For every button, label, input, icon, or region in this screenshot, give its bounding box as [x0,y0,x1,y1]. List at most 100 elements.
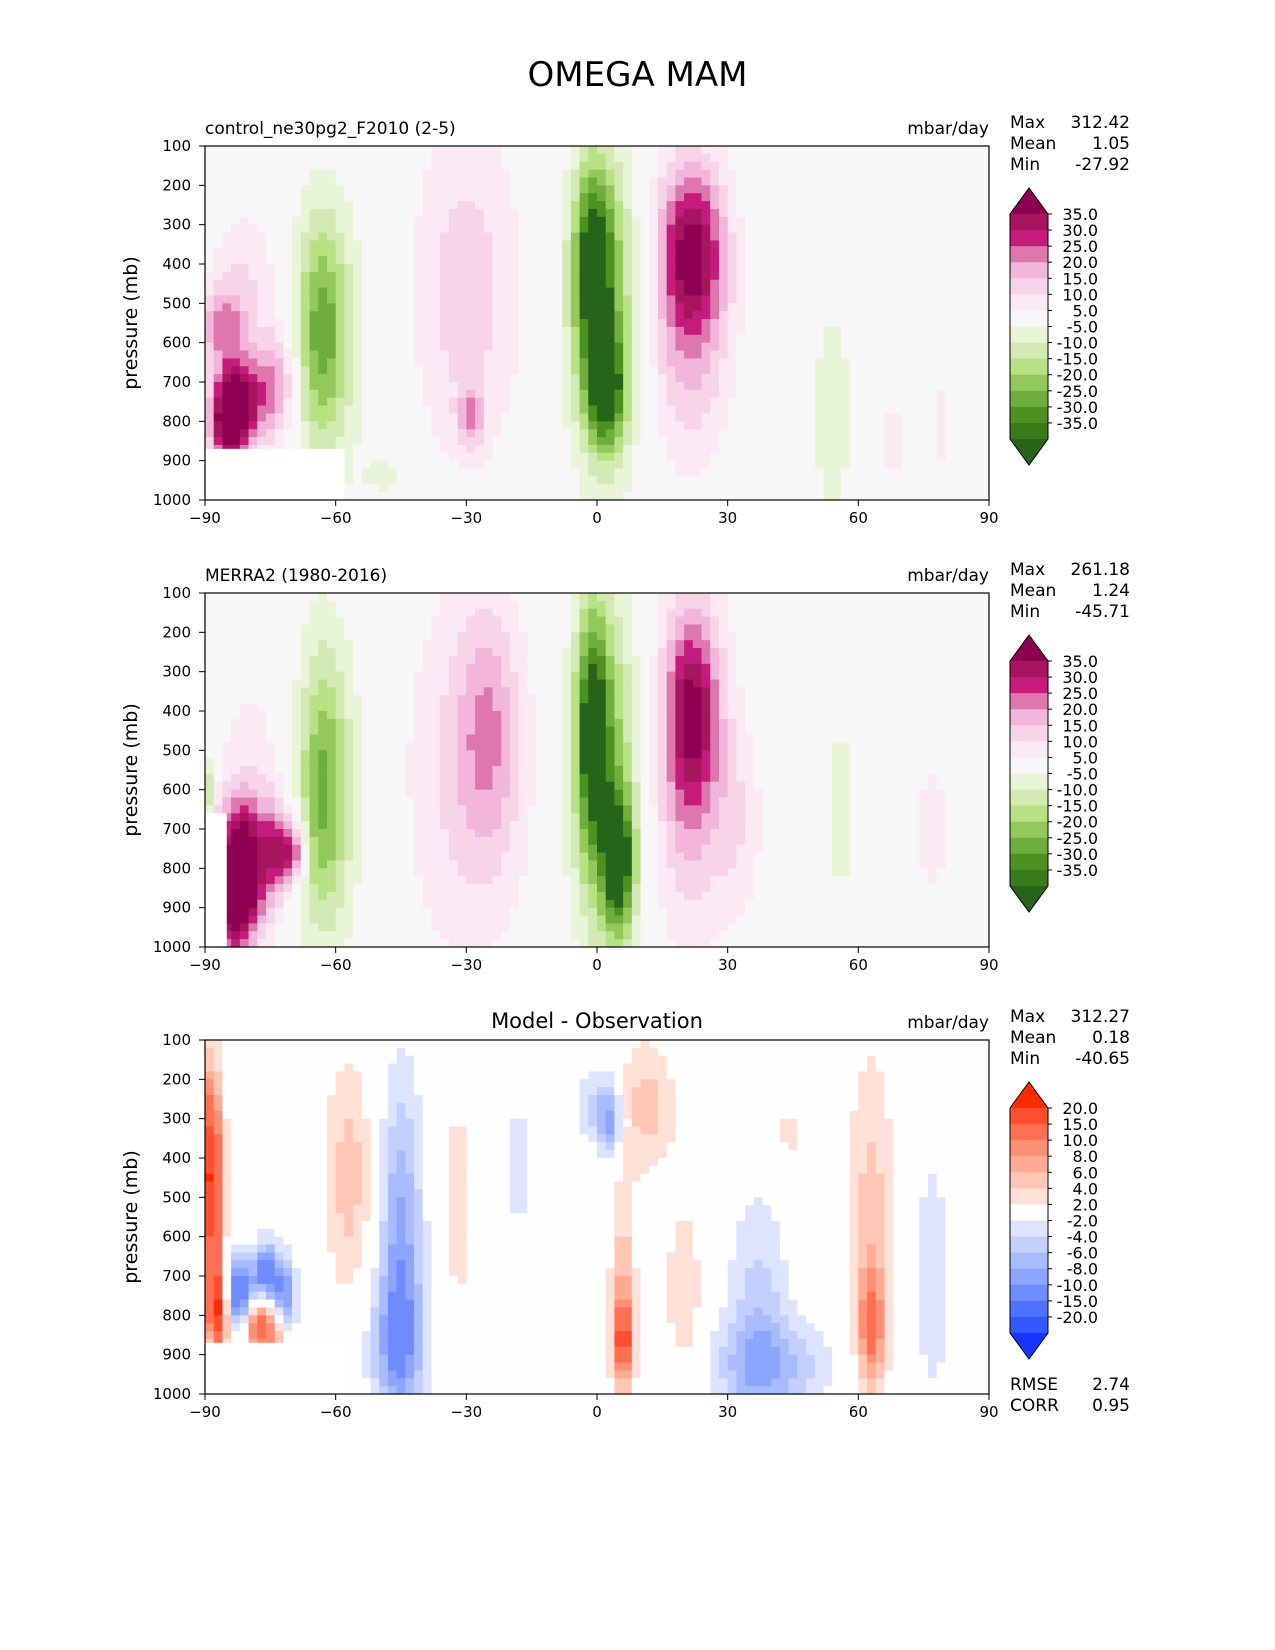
colorbar-segment [1010,326,1048,344]
field-cell [701,452,711,462]
field-cell [387,326,398,336]
field-cell [867,311,877,320]
field-cell [274,726,284,736]
field-cell [806,216,816,226]
field-cell [579,248,589,257]
field-cell [797,413,807,422]
field-cell [832,413,842,422]
field-cell [448,374,459,383]
field-cell [222,640,232,649]
field-cell [718,382,729,391]
field-cell [771,193,781,202]
field-cell [335,256,345,265]
field-cell [597,232,607,241]
field-cell [309,342,319,352]
field-cell [745,437,755,446]
field-cell [718,444,729,454]
field-cell [945,153,955,163]
field-cell [379,382,389,391]
field-cell [588,264,598,273]
field-cell [448,460,459,470]
field-cell [239,805,250,814]
field-cell [431,279,441,289]
field-cell [597,311,607,320]
field-cell [701,444,711,454]
field-cell [326,679,337,688]
field-cell [675,169,685,179]
field-cell [562,429,572,438]
field-cell [753,264,764,273]
field-cell [570,248,581,257]
field-cell [919,437,929,446]
field-cell [440,287,450,297]
field-cell [205,781,215,791]
field-cell [884,208,894,218]
field-cell [884,279,894,289]
field-cell [335,663,345,673]
field-cell [901,264,912,273]
field-cell [344,593,354,602]
field-cell [666,279,676,289]
field-cell [675,146,685,155]
field-cell [292,899,302,909]
field-cell [509,334,520,344]
field-cell [701,374,711,383]
field-cell [527,460,537,470]
field-cell [666,240,676,249]
field-cell [570,492,581,501]
field-cell [466,350,476,359]
field-cell [283,185,293,194]
field-cell [257,632,267,641]
field-cell [440,397,450,407]
field-cell [509,256,520,265]
field-cell [335,616,345,626]
field-cell [431,295,441,304]
field-cell [222,224,232,234]
field-cell [205,248,215,257]
field-cell [353,616,363,626]
field-cell [875,334,886,344]
field-cell [745,374,755,383]
field-cell [457,492,467,501]
field-cell [823,161,833,171]
field-cell [614,201,624,210]
field-cell [910,146,920,155]
field-cell [518,460,528,470]
field-cell [501,303,511,312]
field-cell [710,476,720,485]
field-cell [213,773,224,783]
field-cell [875,413,886,422]
field-cell [448,240,459,249]
field-cell [614,413,624,422]
field-cell [344,216,354,226]
field-cell [849,358,859,367]
field-cell [875,295,886,304]
field-cell [597,169,607,179]
field-cell [640,224,650,234]
field-cell [335,413,345,422]
field-cell [884,444,894,454]
field-cell [605,405,616,415]
field-cell [300,695,311,704]
field-cell [518,405,528,415]
field-cell [814,413,825,422]
field-cell [858,389,868,399]
field-cell [849,279,859,289]
field-cell [910,193,920,202]
field-cell [344,663,354,673]
field-cell [893,460,903,470]
field-cell [684,311,694,320]
field-cell [239,836,250,846]
field-cell [823,256,833,265]
field-cell [326,758,337,767]
field-cell [657,405,668,415]
field-cell [361,860,372,869]
field-cell [518,319,528,328]
field-cell [544,208,555,218]
field-cell [710,326,720,336]
field-cell [483,287,494,297]
field-cell [736,437,746,446]
field-cell [318,201,328,210]
field-cell [779,468,790,477]
field-cell [945,413,955,422]
